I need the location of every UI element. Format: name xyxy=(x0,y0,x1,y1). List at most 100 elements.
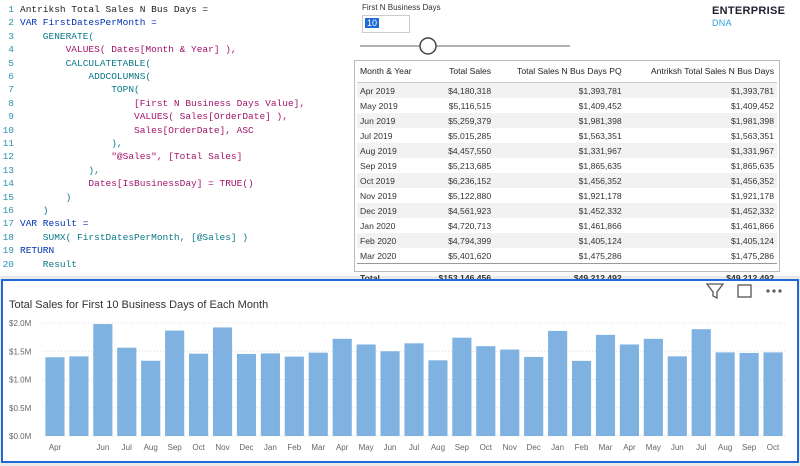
code-line: 19 RETURN xyxy=(0,244,345,257)
code-line: 11 ), xyxy=(0,137,345,150)
table-cell: Jun 2019 xyxy=(357,113,425,128)
table-cell: $1,331,967 xyxy=(494,143,625,158)
more-icon[interactable] xyxy=(766,289,770,293)
bar xyxy=(356,344,376,436)
y-tick-label: $0.0M xyxy=(9,432,32,441)
bar xyxy=(332,338,352,436)
table-cell: $5,213,685 xyxy=(448,160,492,171)
table-cell: $1,452,332 xyxy=(624,203,777,218)
slicer-value[interactable]: 10 xyxy=(365,18,380,28)
table-row: May 2019 $5,116,515 $1,409,452 $1,409,452 xyxy=(357,98,777,113)
x-tick-label: Jan xyxy=(264,443,277,452)
bar xyxy=(739,352,759,436)
table-cell: $1,393,781 xyxy=(494,82,625,98)
bar xyxy=(595,334,616,436)
code-line: 2 VAR FirstDatesPerMonth = xyxy=(0,16,345,29)
code-text: VALUES( Sales[OrderDate] ), xyxy=(20,111,288,123)
x-tick-label: Feb xyxy=(287,443,301,452)
code-text: Antriksh Total Sales N Bus Days = xyxy=(20,4,209,15)
table-cell: $1,405,124 xyxy=(624,233,777,248)
x-tick-label: Aug xyxy=(431,443,445,452)
slicer-input[interactable]: 10 xyxy=(362,15,410,33)
table-row: Nov 2019 $5,122,880 $1,921,178 $1,921,178 xyxy=(357,188,777,203)
code-text: Result xyxy=(20,258,78,270)
y-tick-label: $1.0M xyxy=(9,376,32,385)
table-cell: $5,401,620 xyxy=(448,250,492,261)
bar xyxy=(69,356,89,436)
x-tick-label: Jul xyxy=(696,443,706,452)
table-cell: $4,457,550 xyxy=(424,143,495,158)
table-cell: $1,409,452 xyxy=(578,100,622,111)
bar xyxy=(428,360,448,436)
code-line: 13 ), xyxy=(0,164,345,177)
toolbar[interactable] xyxy=(705,283,782,300)
x-tick-label: Jul xyxy=(122,443,132,452)
code-editor[interactable]: 1 Antriksh Total Sales N Bus Days = 2 VAR F… xyxy=(0,0,345,276)
table-cell: Nov 2019 xyxy=(360,190,397,201)
code-line: 7 TOPN( xyxy=(0,83,345,96)
slider-handle[interactable] xyxy=(419,37,437,55)
table-cell: $1,452,332 xyxy=(494,203,625,218)
table-row: Oct 2019 $6,236,152 $1,456,352 $1,456,352 xyxy=(357,173,777,188)
code-line: 10 Sales[OrderDate], ASC xyxy=(0,124,345,137)
line-number: 19 xyxy=(2,245,14,257)
table-cell: May 2019 xyxy=(360,100,398,111)
logo-suffix: DNA xyxy=(712,18,732,28)
slider[interactable] xyxy=(360,36,580,56)
code-text: VAR FirstDatesPerMonth = xyxy=(20,17,157,29)
bar xyxy=(380,351,400,436)
table-cell: $1,409,452 xyxy=(730,100,774,111)
table-cell: $1,865,635 xyxy=(730,160,774,171)
x-tick-label: Feb xyxy=(575,443,589,452)
logo-name: ENTERPRISE xyxy=(712,5,786,17)
x-tick-label: May xyxy=(646,443,661,452)
table-cell: $4,794,399 xyxy=(424,233,495,248)
bar xyxy=(308,352,328,436)
table-row: Sep 2019 $5,213,685 $1,865,635 $1,865,635 xyxy=(357,158,777,173)
bar xyxy=(404,343,424,436)
column-header: Antriksh Total Sales N Bus Days xyxy=(624,61,777,83)
table-cell: $4,720,713 xyxy=(448,220,492,231)
focus-icon[interactable] xyxy=(737,284,752,298)
code-text: ), xyxy=(20,138,123,149)
header-row: Month & Year Total Sales Total Sales N Bus… xyxy=(357,61,777,83)
code-line: 14 Dates[IsBusinessDay] = TRUE() xyxy=(0,177,345,190)
table-cell: $5,122,880 xyxy=(448,190,492,201)
chart: Total Sales for First 10 Business Days o… xyxy=(9,283,785,452)
table-cell: $1,475,286 xyxy=(578,250,622,261)
filter-icon[interactable] xyxy=(705,283,725,300)
line-number: 3 xyxy=(8,30,14,42)
x-tick-label: Oct xyxy=(480,443,493,452)
bar xyxy=(93,324,113,436)
line-number: 17 xyxy=(2,218,14,230)
table-cell: $1,563,351 xyxy=(730,130,774,141)
code-line: 20 Result xyxy=(0,258,345,271)
x-tick-label: Aug xyxy=(144,443,158,452)
table-cell: Jan 2020 xyxy=(360,220,396,231)
code-line: 5 CALCULATETABLE( xyxy=(0,57,345,70)
table-cell: Apr 2019 xyxy=(357,82,425,98)
bar xyxy=(260,353,280,436)
code-text: ADDCOLUMNS( xyxy=(20,71,152,82)
table-cell: $1,921,178 xyxy=(730,190,774,201)
line-number: 8 xyxy=(8,97,14,109)
x-tick-label: Sep xyxy=(168,443,183,452)
x-tick-label: Jun xyxy=(671,443,684,452)
bar xyxy=(619,344,639,436)
x-tick-label: Oct xyxy=(192,443,205,452)
y-tick-label: $2.0M xyxy=(9,319,32,328)
table-cell: $1,456,352 xyxy=(494,173,625,188)
y-tick-label: $0.5M xyxy=(9,404,32,413)
code-text: VALUES( Dates[Month & Year] ), xyxy=(20,44,237,56)
slicer-title: First N Business Days xyxy=(362,3,441,12)
code-text: [First N Business Days Value], xyxy=(20,97,306,109)
bar xyxy=(212,327,233,436)
x-tick-label: Apr xyxy=(623,443,636,452)
table-cell: $4,180,318 xyxy=(424,82,495,98)
code-text: Sales[OrderDate], ASC xyxy=(20,124,254,136)
code-text: VAR Result = xyxy=(20,218,89,230)
x-tick-label: Jun xyxy=(96,443,109,452)
table-cell: $1,331,967 xyxy=(624,143,777,158)
code-text: SUMX( FirstDatesPerMonth, [@Sales] ) xyxy=(20,231,249,243)
x-tick-label: Nov xyxy=(503,443,517,452)
